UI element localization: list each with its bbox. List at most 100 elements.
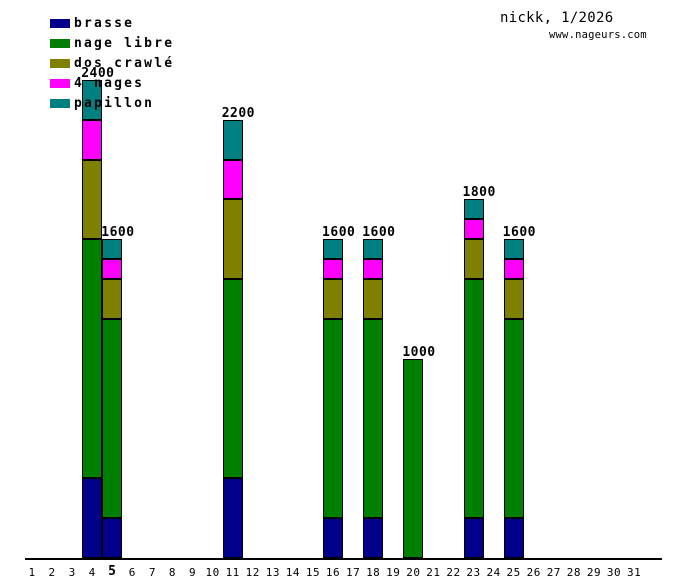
legend-swatch-dos_craule — [50, 59, 70, 68]
bar-day-4-segment-nage_libre — [82, 239, 103, 479]
x-tick-23: 23 — [466, 566, 481, 579]
bar-day-5-segment-brasse — [102, 518, 123, 558]
bar-day-4-segment-quatre_nages — [82, 119, 103, 160]
legend-swatch-quatre_nages — [50, 79, 70, 88]
bar-day-11-segment-brasse — [222, 478, 243, 558]
bar-value-label-day-5: 1600 — [101, 225, 135, 241]
bar-value-label-day-25: 1600 — [502, 225, 536, 241]
bar-day-25-segment-papillon — [503, 239, 524, 260]
x-tick-5: 5 — [108, 564, 117, 579]
x-tick-17: 17 — [345, 566, 361, 579]
bar-day-25-segment-nage_libre — [503, 318, 524, 519]
x-tick-13: 13 — [265, 566, 280, 579]
bar-day-23 — [463, 199, 484, 558]
bar-day-25 — [503, 239, 524, 558]
bar-day-5 — [102, 239, 123, 558]
bar-day-18-segment-dos_craule — [363, 279, 384, 319]
x-tick-9: 9 — [188, 566, 197, 579]
legend-label-quatre_nages: 4 nages — [74, 76, 145, 91]
legend-label-papillon: papillon — [74, 96, 155, 111]
x-tick-22: 22 — [446, 566, 461, 579]
legend-swatch-brasse — [50, 19, 70, 28]
x-tick-12: 12 — [245, 566, 260, 579]
bar-day-23-segment-nage_libre — [463, 279, 484, 519]
bar-day-5-segment-papillon — [102, 239, 123, 260]
x-tick-20: 20 — [406, 566, 421, 579]
bar-day-16-segment-brasse — [323, 518, 344, 558]
bar-day-16 — [323, 239, 344, 558]
bar-day-18-segment-quatre_nages — [363, 259, 384, 280]
legend-label-brasse: brasse — [74, 16, 135, 31]
x-tick-16: 16 — [325, 566, 341, 579]
legend-label-nage_libre: nage libre — [74, 36, 175, 51]
x-tick-11: 11 — [225, 566, 240, 579]
bar-value-label-day-4: 2400 — [81, 65, 115, 81]
x-tick-30: 30 — [606, 566, 622, 579]
legend-swatch-papillon — [50, 99, 70, 108]
legend-item-quatre_nages: 4 nages — [50, 76, 145, 91]
bar-day-11-segment-papillon — [222, 119, 243, 160]
x-tick-31: 31 — [626, 566, 642, 579]
x-tick-8: 8 — [168, 566, 177, 579]
x-tick-7: 7 — [148, 566, 156, 579]
legend-item-papillon: papillon — [50, 96, 155, 111]
bar-day-16-segment-quatre_nages — [323, 259, 344, 280]
bar-value-label-day-16: 1600 — [322, 225, 356, 241]
bar-day-11 — [222, 119, 243, 558]
bar-day-20 — [403, 358, 424, 558]
bar-day-11-segment-nage_libre — [222, 279, 243, 479]
bar-day-18 — [363, 239, 384, 558]
bar-day-18-segment-nage_libre — [363, 318, 384, 519]
bar-day-25-segment-brasse — [503, 518, 524, 558]
x-tick-3: 3 — [68, 566, 76, 579]
x-tick-2: 2 — [48, 566, 56, 579]
x-tick-10: 10 — [205, 566, 220, 579]
x-tick-1: 1 — [28, 566, 36, 579]
bar-day-4 — [82, 79, 103, 558]
bar-day-5-segment-quatre_nages — [102, 259, 123, 280]
x-tick-24: 24 — [486, 566, 501, 579]
x-tick-25: 25 — [506, 566, 521, 579]
bar-day-25-segment-quatre_nages — [503, 259, 524, 280]
x-tick-4: 4 — [88, 566, 96, 579]
x-tick-26: 26 — [526, 566, 541, 579]
bar-day-16-segment-nage_libre — [323, 318, 344, 519]
legend-item-dos_craule: dos crawlé — [50, 56, 175, 71]
bar-day-11-segment-quatre_nages — [222, 159, 243, 200]
bar-day-11-segment-dos_craule — [222, 199, 243, 280]
bar-day-20-segment-nage_libre — [403, 358, 424, 558]
legend-item-brasse: brasse — [50, 16, 135, 31]
bar-day-23-segment-quatre_nages — [463, 219, 484, 240]
x-tick-14: 14 — [285, 566, 301, 579]
x-tick-18: 18 — [366, 566, 381, 579]
legend-item-nage_libre: nage libre — [50, 36, 175, 51]
bar-day-5-segment-nage_libre — [102, 318, 123, 519]
x-axis-line — [25, 558, 662, 560]
bar-day-16-segment-dos_craule — [323, 279, 344, 319]
bar-day-16-segment-papillon — [323, 239, 344, 260]
chart-title: nickk, 1/2026 — [500, 10, 614, 26]
bar-day-18-segment-brasse — [363, 518, 384, 558]
x-tick-15: 15 — [305, 566, 321, 579]
x-tick-27: 27 — [546, 566, 561, 579]
x-tick-19: 19 — [386, 566, 401, 579]
x-tick-21: 21 — [426, 566, 441, 579]
bar-day-18-segment-papillon — [363, 239, 384, 260]
legend-swatch-nage_libre — [50, 39, 70, 48]
bar-day-4-segment-brasse — [82, 478, 103, 558]
bar-value-label-day-18: 1600 — [362, 225, 396, 241]
bar-day-23-segment-papillon — [463, 199, 484, 220]
x-tick-29: 29 — [586, 566, 602, 579]
bar-value-label-day-20: 1000 — [402, 344, 436, 360]
bar-day-25-segment-dos_craule — [503, 279, 524, 319]
x-tick-28: 28 — [566, 566, 581, 579]
bar-day-4-segment-papillon — [82, 79, 103, 120]
bar-value-label-day-11: 2200 — [221, 105, 255, 121]
bar-value-label-day-23: 1800 — [462, 185, 496, 201]
bar-day-5-segment-dos_craule — [102, 279, 123, 319]
bar-day-23-segment-dos_craule — [463, 239, 484, 280]
bar-day-4-segment-dos_craule — [82, 159, 103, 240]
legend-label-dos_craule: dos crawlé — [74, 56, 175, 71]
